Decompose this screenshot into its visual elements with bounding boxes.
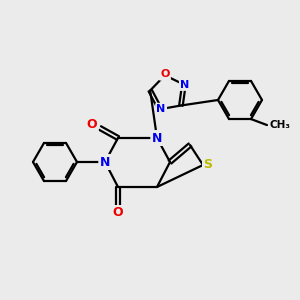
Text: N: N: [180, 80, 190, 89]
Text: S: S: [203, 158, 212, 172]
Text: CH₃: CH₃: [270, 120, 291, 130]
Text: O: O: [160, 69, 170, 79]
Text: O: O: [87, 118, 97, 131]
Text: N: N: [152, 131, 162, 145]
Text: N: N: [157, 104, 166, 114]
Text: N: N: [100, 155, 110, 169]
Text: O: O: [113, 206, 123, 220]
